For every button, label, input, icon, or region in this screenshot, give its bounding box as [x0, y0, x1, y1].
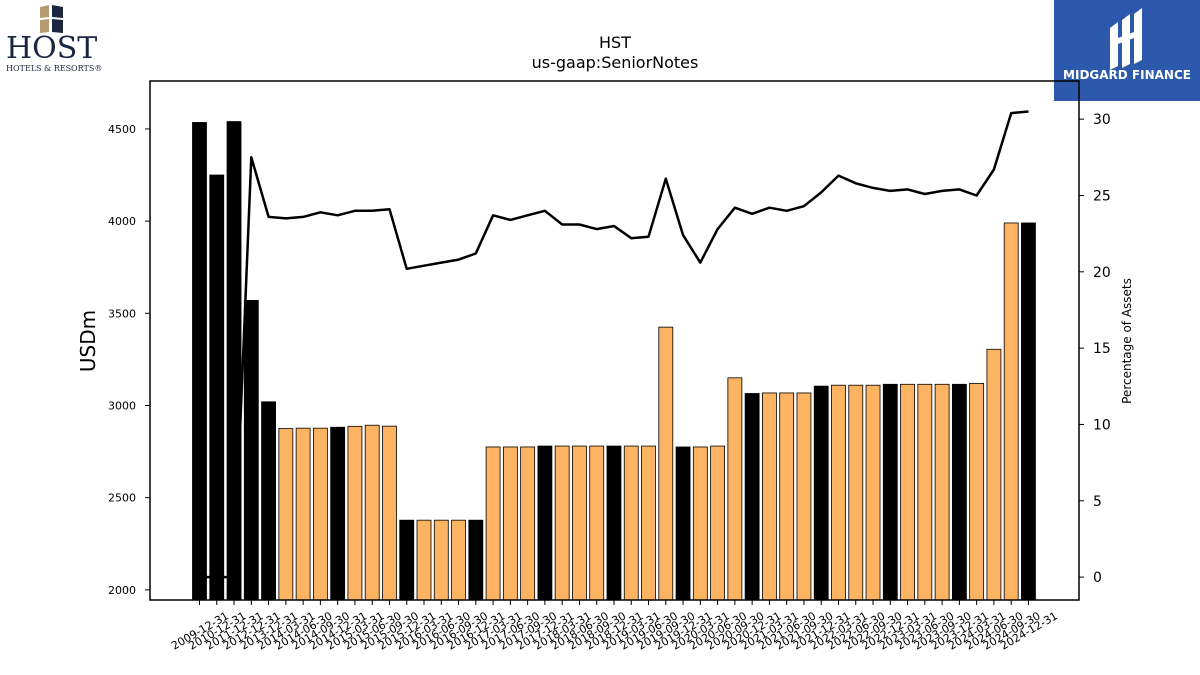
bar [399, 519, 415, 601]
bar [589, 445, 605, 601]
bar [330, 426, 346, 601]
y-tick-label: 3500 [108, 307, 136, 320]
bar [295, 427, 311, 601]
host-logo: HOST HOTELS & RESORTS® [2, 4, 102, 74]
bar [641, 445, 656, 601]
bar [917, 383, 933, 601]
bar [416, 519, 432, 601]
bar [744, 393, 760, 601]
bar [762, 392, 777, 601]
y2-tick-label: 15 [1093, 341, 1111, 357]
y-tick-label: 4000 [108, 215, 136, 228]
y-tick-label: 4500 [108, 123, 136, 136]
bar [243, 299, 259, 601]
bar [882, 383, 898, 601]
y2-axis-label: Percentage of Assets [1120, 278, 1134, 404]
bar [382, 425, 397, 601]
bar [572, 445, 587, 601]
bar [468, 519, 484, 601]
bar [364, 424, 380, 601]
bar [658, 326, 674, 601]
y-tick-label: 2500 [108, 492, 136, 505]
y2-tick-label: 5 [1093, 494, 1102, 510]
bar [986, 348, 1002, 601]
bar [226, 121, 242, 601]
bar [209, 174, 225, 601]
percentage-line [199, 110, 1029, 579]
host-emblem-icon [40, 5, 63, 33]
bar [692, 446, 708, 601]
bar [1003, 222, 1019, 601]
bar [813, 385, 829, 601]
bar [261, 401, 276, 601]
host-logo-wordmark: HOST [6, 31, 98, 66]
bar [779, 392, 795, 601]
y2-tick-label: 20 [1093, 265, 1111, 281]
bar [865, 384, 881, 601]
y2-tick-label: 25 [1093, 188, 1111, 204]
bar [623, 445, 639, 601]
bar [727, 377, 743, 601]
y-tick-label: 3000 [108, 399, 136, 412]
bar [675, 446, 691, 601]
midgard-logo: MIDGARD FINANCE [1054, 0, 1200, 101]
plot-frame [149, 80, 1080, 601]
bar [1021, 222, 1036, 601]
bar [502, 446, 518, 601]
y-axis-label: USDm [76, 310, 100, 372]
bar [433, 519, 449, 601]
bar [951, 383, 967, 601]
bar [520, 446, 536, 601]
y-tick-label: 2000 [108, 584, 136, 597]
bar [312, 427, 328, 601]
bar [554, 445, 570, 601]
bar [900, 383, 915, 601]
bar [278, 428, 294, 601]
midgard-emblem-icon [1110, 8, 1142, 70]
bar [451, 519, 466, 601]
y2-tick-label: 30 [1093, 112, 1111, 128]
bar [831, 384, 846, 601]
chart-subtitle: us-gaap:SeniorNotes [532, 53, 699, 72]
bar [796, 392, 812, 601]
midgard-logo-name: MIDGARD FINANCE [1063, 68, 1191, 82]
bar [347, 425, 363, 601]
bar [485, 446, 501, 601]
bar [537, 445, 553, 601]
y2-tick-label: 0 [1093, 570, 1102, 586]
bar [934, 383, 950, 601]
bar [606, 445, 622, 601]
bar [848, 384, 864, 601]
bar [710, 445, 725, 601]
y2-tick-label: 10 [1093, 417, 1111, 433]
bar [192, 122, 207, 601]
host-logo-subtitle: HOTELS & RESORTS® [6, 64, 103, 73]
chart-title: HST [599, 33, 631, 52]
bar [969, 382, 985, 601]
